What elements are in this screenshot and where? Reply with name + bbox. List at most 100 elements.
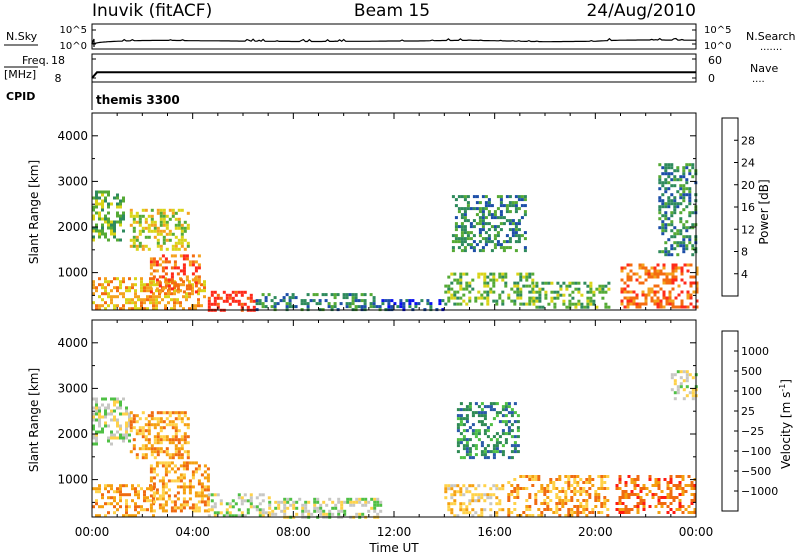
data-cell [553, 302, 557, 306]
data-cell [501, 444, 505, 448]
data-cell [662, 293, 666, 297]
data-cell [171, 453, 175, 457]
data-cell [104, 409, 107, 413]
data-cell [514, 201, 518, 205]
data-cell [125, 436, 128, 440]
data-cell [170, 500, 174, 504]
data-cell [478, 249, 482, 253]
data-cell [164, 295, 167, 299]
data-cell [113, 400, 116, 404]
data-cell [691, 253, 695, 257]
data-cell [161, 254, 165, 258]
data-cell [671, 305, 675, 309]
data-cell [197, 304, 200, 308]
data-cell [486, 444, 490, 448]
data-cell [375, 305, 379, 309]
data-cell [667, 163, 671, 167]
data-cell [180, 241, 184, 245]
data-cell [156, 447, 160, 451]
data-cell [662, 281, 666, 285]
data-cell [174, 235, 178, 239]
data-cell [514, 207, 518, 211]
data-cell [122, 214, 125, 218]
data-cell [125, 499, 128, 503]
data-cell [459, 278, 463, 282]
data-cell [107, 223, 110, 227]
data-cell [171, 232, 175, 236]
data-cell [182, 269, 186, 273]
data-cell [303, 299, 307, 303]
data-cell [149, 506, 153, 510]
data-cell [161, 503, 165, 507]
data-cell [104, 214, 107, 218]
data-cell [144, 220, 148, 224]
data-cell [173, 470, 177, 474]
data-cell [334, 506, 338, 510]
data-cell [556, 290, 560, 294]
data-cell [98, 490, 101, 494]
data-cell [454, 240, 458, 244]
data-cell [456, 278, 460, 282]
data-cell [179, 503, 183, 507]
data-cell [679, 202, 683, 206]
data-cell [656, 284, 660, 288]
data-cell [481, 237, 485, 241]
data-cell [249, 299, 253, 303]
data-cell [337, 509, 341, 513]
data-cell [167, 488, 171, 492]
data-cell [324, 299, 328, 303]
data-cell [508, 195, 512, 199]
data-cell [558, 514, 562, 517]
data-cell [486, 281, 490, 285]
data-cell [155, 263, 159, 267]
data-cell [676, 253, 680, 257]
data-cell [149, 272, 153, 276]
data-cell [568, 299, 572, 303]
data-cell [627, 496, 631, 499]
data-cell [689, 263, 693, 267]
data-cell [132, 214, 136, 218]
data-cell [653, 290, 657, 294]
data-cell [164, 509, 168, 513]
data-cell [537, 514, 541, 517]
data-cell [150, 217, 154, 221]
data-cell [487, 237, 491, 241]
data-cell [478, 234, 482, 238]
data-cell [167, 470, 171, 474]
data-cell [147, 447, 151, 451]
data-cell [516, 284, 520, 288]
data-cell [153, 450, 157, 454]
data-cell [624, 484, 628, 487]
data-cell [516, 281, 520, 285]
data-cell [188, 295, 191, 299]
data-cell [495, 432, 499, 436]
data-cell [462, 429, 466, 433]
data-cell [92, 217, 95, 221]
data-cell [143, 301, 146, 305]
data-cell [462, 456, 466, 460]
data-cell [600, 502, 604, 505]
data-cell [122, 439, 125, 443]
data-cell [466, 234, 470, 238]
data-cell [671, 275, 675, 279]
data-cell [456, 296, 460, 300]
data-cell [528, 493, 532, 496]
data-cell [149, 467, 153, 471]
data-cell [520, 198, 524, 202]
data-cell [691, 166, 695, 170]
data-cell [258, 511, 262, 515]
data-cell [185, 254, 189, 258]
data-cell [164, 485, 168, 489]
data-cell [420, 299, 424, 303]
data-cell [558, 496, 562, 499]
data-cell [495, 514, 499, 518]
data-cell [535, 281, 539, 285]
data-cell [679, 232, 683, 236]
data-cell [460, 228, 464, 232]
data-cell [331, 500, 335, 504]
data-cell [252, 299, 256, 303]
data-cell [469, 222, 473, 226]
data-cell [183, 220, 187, 224]
data-cell [267, 293, 271, 297]
data-cell [481, 228, 485, 232]
